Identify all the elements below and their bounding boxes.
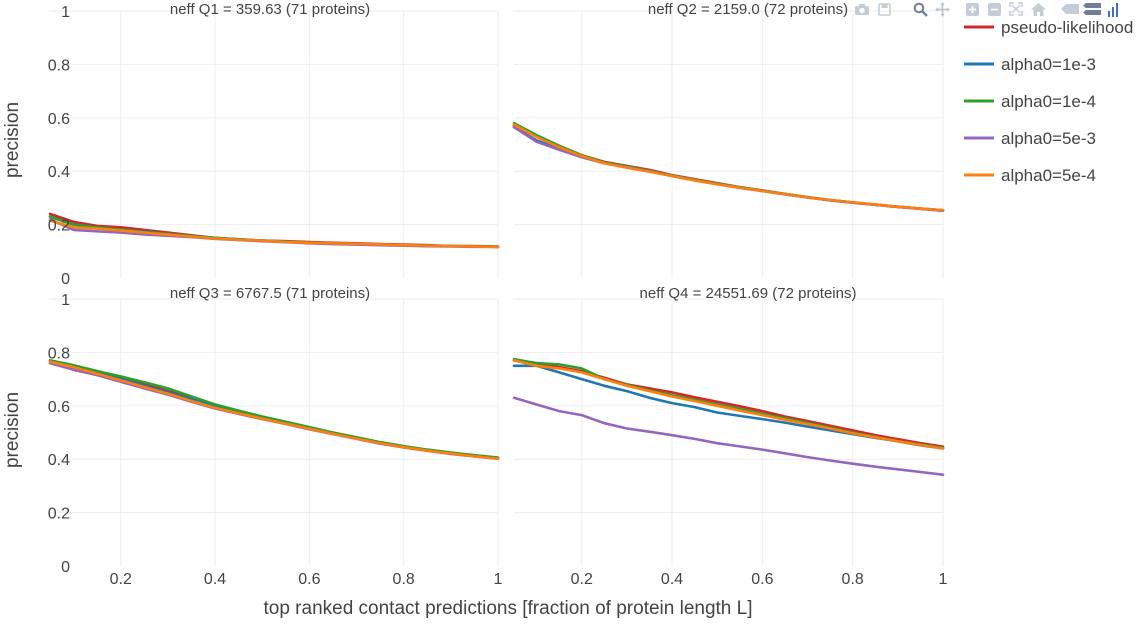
series-line-alpha0=1e-4 (512, 121, 945, 212)
x-axis-title: top ranked contact predictions [fraction… (263, 598, 752, 619)
y-axis-title-top: precision (2, 102, 23, 178)
y-axis-title-bottom: precision (2, 392, 23, 468)
x-tick-label: 0.6 (751, 571, 773, 588)
series-line-alpha0=5e-4 (512, 359, 945, 450)
y-tick-label: 0.4 (48, 452, 70, 469)
subplot-title: neff Q2 = 2159.0 (72 proteins) (648, 1, 848, 18)
legend-item[interactable]: alpha0=5e-3 (964, 129, 1096, 148)
series-layer (48, 121, 945, 476)
x-tick-label: 0.4 (204, 571, 226, 588)
legend-item[interactable]: alpha0=5e-4 (964, 166, 1096, 185)
legend-label: alpha0=1e-3 (1001, 55, 1096, 74)
x-tick-label: 0.2 (110, 571, 132, 588)
y-tick-label: 0 (61, 271, 70, 288)
grid-layer (50, 10, 944, 566)
camera-icon[interactable] (852, 1, 872, 17)
series-line-alpha0=5e-3 (512, 396, 945, 476)
pan-icon[interactable] (932, 1, 952, 17)
series-line-pseudo-likelihood (512, 359, 945, 448)
series-line-alpha0=5e-4 (512, 123, 945, 212)
series-line-alpha0=1e-4 (48, 359, 500, 459)
save-icon[interactable] (874, 1, 894, 17)
series-line-pseudo-likelihood (512, 124, 945, 212)
legend-label: alpha0=5e-3 (1001, 129, 1096, 148)
series-line-alpha0=5e-4 (48, 219, 500, 249)
legend-label: alpha0=5e-4 (1001, 166, 1096, 185)
y-tick-label: 0 (61, 559, 70, 576)
series-line-alpha0=5e-3 (512, 125, 945, 212)
y-tick-label: 0.4 (48, 164, 70, 181)
hover-compare-icon[interactable] (1082, 1, 1102, 17)
tick-layer: 0 0.2 0.4 0.6 0.8 1 0 0.2 0.4 0.6 0.8 1 0.2 0.4 0.6 0.8… (48, 4, 948, 588)
legend-label: pseudo-likelihood (1001, 18, 1133, 37)
y-tick-label: 0.2 (48, 506, 70, 523)
x-tick-label: 0.6 (298, 571, 320, 588)
hover-closest-icon[interactable] (1060, 1, 1080, 17)
y-tick-label: 0.6 (48, 111, 70, 128)
plotly-logo-icon[interactable] (1104, 1, 1124, 17)
legend-label: alpha0=1e-4 (1001, 92, 1096, 111)
legend[interactable]: pseudo-likelihood alpha0=1e-3 alpha0=1e-4 a… (964, 18, 1133, 185)
zoom-icon[interactable] (910, 1, 930, 17)
modebar (852, 0, 1124, 18)
x-tick-label: 1 (494, 571, 503, 588)
autoscale-icon[interactable] (1006, 1, 1026, 17)
x-tick-label: 0.4 (661, 571, 683, 588)
y-tick-label: 1 (61, 4, 70, 21)
subplot-title: neff Q3 = 6767.5 (71 proteins) (170, 285, 370, 302)
zoom-in-icon[interactable] (962, 1, 982, 17)
zoom-out-icon[interactable] (984, 1, 1004, 17)
x-tick-label: 0.8 (842, 571, 864, 588)
series-line-alpha0=5e-3 (48, 218, 500, 249)
reset-axes-icon[interactable] (1028, 1, 1048, 17)
subplot-title: neff Q4 = 24551.69 (72 proteins) (640, 285, 857, 302)
subplot-titles: neff Q1 = 359.63 (71 proteins) neff Q2 = … (170, 1, 857, 302)
x-tick-label: 1 (939, 571, 948, 588)
y-tick-label: 0.6 (48, 399, 70, 416)
x-tick-label: 0.8 (393, 571, 415, 588)
series-line-alpha0=1e-3 (512, 125, 945, 212)
subplot-title: neff Q1 = 359.63 (71 proteins) (170, 1, 370, 18)
series-line-alpha0=5e-4 (48, 360, 500, 460)
y-tick-label: 1 (61, 292, 70, 309)
x-tick-label: 0.2 (571, 571, 593, 588)
legend-item[interactable]: alpha0=1e-4 (964, 92, 1096, 111)
legend-item[interactable]: pseudo-likelihood (964, 18, 1133, 37)
y-tick-label: 0.2 (48, 218, 70, 235)
y-tick-label: 0.8 (48, 345, 70, 362)
legend-item[interactable]: alpha0=1e-3 (964, 55, 1096, 74)
y-tick-label: 0.8 (48, 57, 70, 74)
